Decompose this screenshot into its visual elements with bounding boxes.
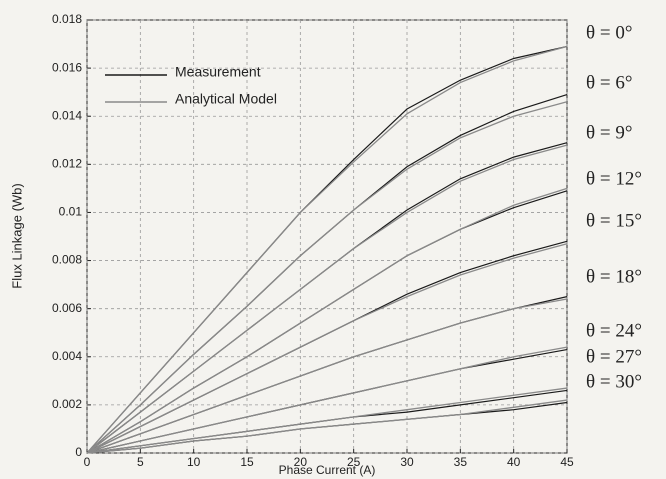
curve [87, 191, 567, 453]
angle-label: θ = 18° [586, 266, 642, 287]
curve [87, 350, 567, 453]
curve [87, 145, 567, 453]
angle-label: θ = 9° [586, 122, 632, 143]
y-tick-label: 0.006 [52, 301, 82, 315]
x-tick-label: 20 [294, 455, 308, 469]
legend-label: Analytical Model [175, 91, 277, 107]
angle-label: θ = 0° [586, 22, 632, 43]
y-tick-label: 0 [75, 445, 82, 459]
curve [87, 241, 567, 453]
y-tick-label: 0.016 [52, 60, 82, 74]
y-tick-label: 0.012 [52, 157, 82, 171]
curve [87, 299, 567, 453]
x-tick-label: 35 [454, 455, 468, 469]
angle-label: θ = 24° [586, 320, 642, 341]
curve [87, 244, 567, 453]
chart: Flux Linkage (Wb) Phase Current (A) 00.0… [0, 0, 666, 479]
y-tick-label: 0.014 [52, 108, 82, 122]
curve [87, 188, 567, 453]
curve [87, 46, 567, 453]
x-tick-label: 40 [507, 455, 521, 469]
y-tick-label: 0.018 [52, 12, 82, 26]
angle-label: θ = 30° [586, 371, 642, 392]
y-tick-label: 0.004 [52, 349, 82, 363]
angle-label: θ = 27° [586, 346, 642, 367]
x-tick-label: 15 [240, 455, 254, 469]
page: {"chart_data": {"type": "line", "x_label… [0, 0, 666, 479]
angle-label: θ = 12° [586, 168, 642, 189]
y-tick-label: 0.002 [52, 397, 82, 411]
x-tick-label: 30 [400, 455, 414, 469]
x-tick-label: 10 [187, 455, 201, 469]
legend-label: Measurement [175, 64, 261, 80]
x-tick-label: 25 [347, 455, 361, 469]
curve [87, 297, 567, 453]
angle-label: θ = 6° [586, 72, 632, 93]
y-tick-label: 0.01 [59, 205, 83, 219]
x-tick-label: 0 [84, 455, 91, 469]
curve [87, 143, 567, 453]
x-tick-label: 45 [560, 455, 574, 469]
y-tick-label: 0.008 [52, 253, 82, 267]
y-axis-title: Flux Linkage (Wb) [9, 183, 24, 288]
angle-label: θ = 15° [586, 210, 642, 231]
curve [87, 46, 567, 453]
x-tick-label: 5 [137, 455, 144, 469]
